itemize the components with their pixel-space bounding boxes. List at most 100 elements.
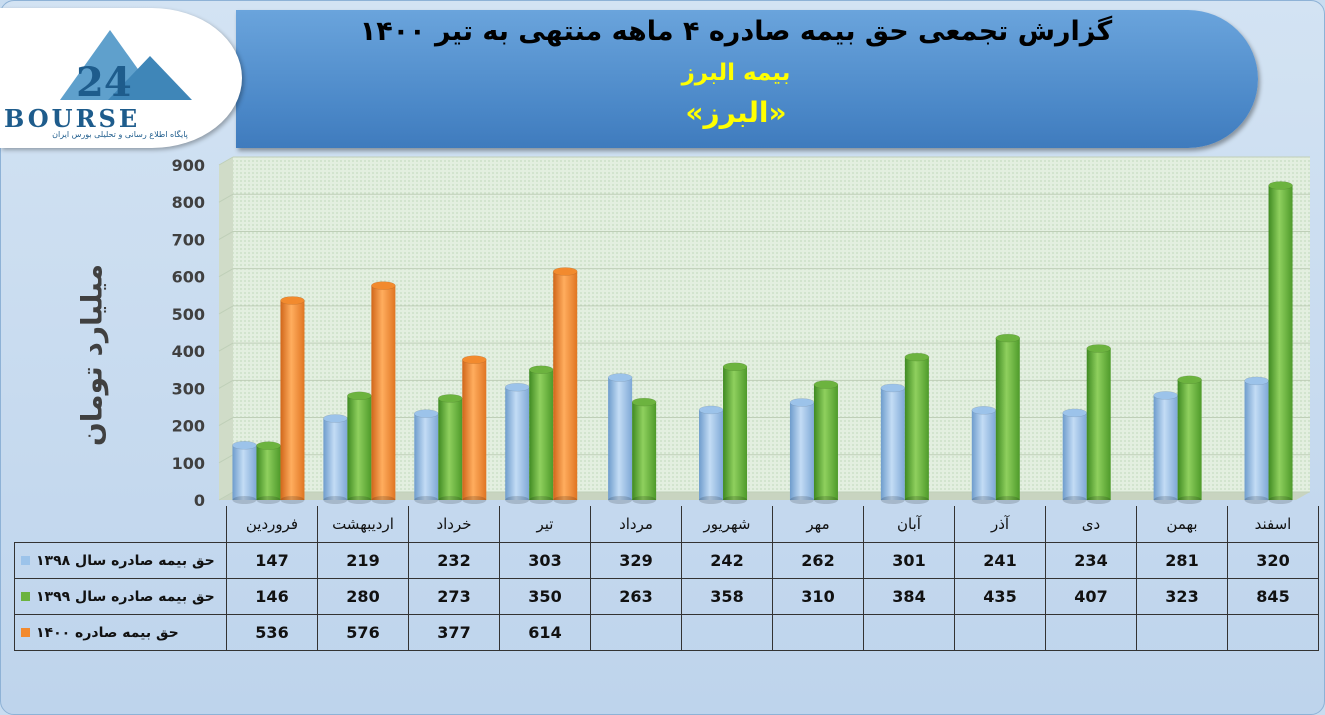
y-tick-label: 200	[172, 417, 205, 436]
data-label: 242	[681, 542, 773, 579]
gridlines	[218, 156, 1310, 501]
bar	[722, 362, 748, 504]
data-label	[1136, 614, 1228, 651]
bar	[631, 397, 657, 504]
chart-subtitle: بیمه البرز	[681, 60, 791, 86]
gridline-side	[218, 417, 234, 426]
gridline-side	[218, 454, 234, 464]
data-label	[954, 614, 1046, 651]
legend-label: حق بیمه صادره ۱۴۰۰	[36, 624, 179, 641]
data-label: 576	[317, 614, 409, 651]
y-tick-label: 100	[172, 454, 205, 473]
bar	[347, 391, 372, 504]
bar	[1062, 408, 1087, 504]
y-tick-label: 0	[194, 491, 205, 510]
bar	[323, 414, 348, 504]
bar	[438, 394, 463, 504]
logo-mark-icon: 24	[60, 30, 192, 106]
bar	[813, 380, 839, 504]
data-label: 614	[499, 614, 591, 651]
plot-side-wall	[219, 157, 233, 500]
bars	[232, 181, 1293, 504]
data-label: 273	[408, 578, 500, 615]
legend-swatch	[21, 628, 30, 637]
table-corner	[15, 506, 227, 543]
data-label: 320	[1227, 542, 1319, 579]
data-label	[1227, 614, 1319, 651]
plot-back-wall	[233, 157, 1310, 492]
table-row: حق بیمه صادره سال ۱۳۹۸ 147 219 232 303 329 242…	[14, 542, 1319, 579]
table-row: حق بیمه صادره ۱۴۰۰ 536 576 377 614	[14, 614, 1319, 651]
data-label: 435	[954, 578, 1046, 615]
legend-entry: حق بیمه صادره ۱۴۰۰	[14, 614, 227, 651]
bar	[880, 383, 906, 504]
bar	[552, 267, 578, 504]
x-tick-label: تیر	[499, 506, 591, 543]
y-tick-label: 700	[172, 230, 205, 249]
data-label: 280	[317, 578, 409, 615]
x-tick-label: آبان	[863, 506, 955, 543]
x-tick-label: مرداد	[590, 506, 682, 543]
x-tick-label: آذر	[954, 506, 1046, 543]
logo-text: BOURSE	[4, 104, 141, 133]
legend-swatch	[21, 556, 30, 565]
data-label: 845	[1227, 578, 1319, 615]
data-label: 241	[954, 542, 1046, 579]
x-tick-label: اردیبهشت	[317, 506, 409, 543]
gridline-side	[218, 305, 234, 315]
plot-floor	[219, 492, 1310, 500]
data-label: 263	[590, 578, 682, 615]
bar	[528, 365, 554, 504]
bar	[1177, 375, 1202, 504]
data-label	[681, 614, 773, 651]
data-label	[1045, 614, 1137, 651]
data-label: 234	[1045, 542, 1137, 579]
bar	[280, 296, 305, 504]
data-label	[590, 614, 682, 651]
data-label: 303	[499, 542, 591, 579]
bar	[971, 406, 997, 504]
data-label: 377	[408, 614, 500, 651]
x-tick-label: خرداد	[408, 506, 500, 543]
y-tick-label: 400	[172, 342, 205, 361]
bar	[1086, 344, 1111, 504]
x-tick-label: اسفند	[1227, 506, 1319, 543]
bar	[462, 355, 487, 504]
data-label: 407	[1045, 578, 1137, 615]
data-label: 262	[772, 542, 864, 579]
legend-label: حق بیمه صادره سال ۱۳۹۹	[36, 588, 215, 605]
chart-title: گزارش تجمعی حق بیمه صادره ۴ ماهه منتهی ب…	[359, 16, 1113, 47]
legend-label: حق بیمه صادره سال ۱۳۹۸	[36, 552, 215, 569]
data-label: 146	[226, 578, 318, 615]
company-name: «البرز»	[685, 96, 787, 129]
bar	[414, 409, 439, 504]
table-row: حق بیمه صادره سال ۱۳۹۹ 146 280 273 350 263 358…	[14, 578, 1319, 615]
bar	[232, 441, 257, 504]
title-banner	[236, 10, 1258, 148]
data-label: 358	[681, 578, 773, 615]
bourse24-logo: 24 BOURSE پایگاه اطلاع رسانی و تحلیلی بو…	[0, 8, 242, 148]
data-label: 350	[499, 578, 591, 615]
gridline-side	[218, 491, 234, 501]
y-axis-ticks: 0 100 200 300 400 500 600 700 800 900	[172, 156, 205, 510]
y-tick-label: 800	[172, 193, 205, 212]
data-label	[863, 614, 955, 651]
data-label: 232	[408, 542, 500, 579]
gridline-side	[218, 379, 234, 389]
data-label: 536	[226, 614, 318, 651]
bar	[256, 441, 281, 504]
y-tick-label: 900	[172, 156, 205, 175]
legend-entry: حق بیمه صادره سال ۱۳۹۹	[14, 578, 227, 615]
gridline-side	[218, 193, 234, 203]
bar	[995, 333, 1021, 504]
y-tick-label: 600	[172, 268, 205, 287]
bar	[1244, 376, 1269, 504]
gridline-side	[218, 231, 234, 240]
bar	[607, 373, 633, 504]
data-label: 310	[772, 578, 864, 615]
x-tick-label: فروردین	[226, 506, 318, 543]
bar	[371, 281, 396, 504]
legend-entry: حق بیمه صادره سال ۱۳۹۸	[14, 542, 227, 579]
data-label: 384	[863, 578, 955, 615]
data-label: 219	[317, 542, 409, 579]
